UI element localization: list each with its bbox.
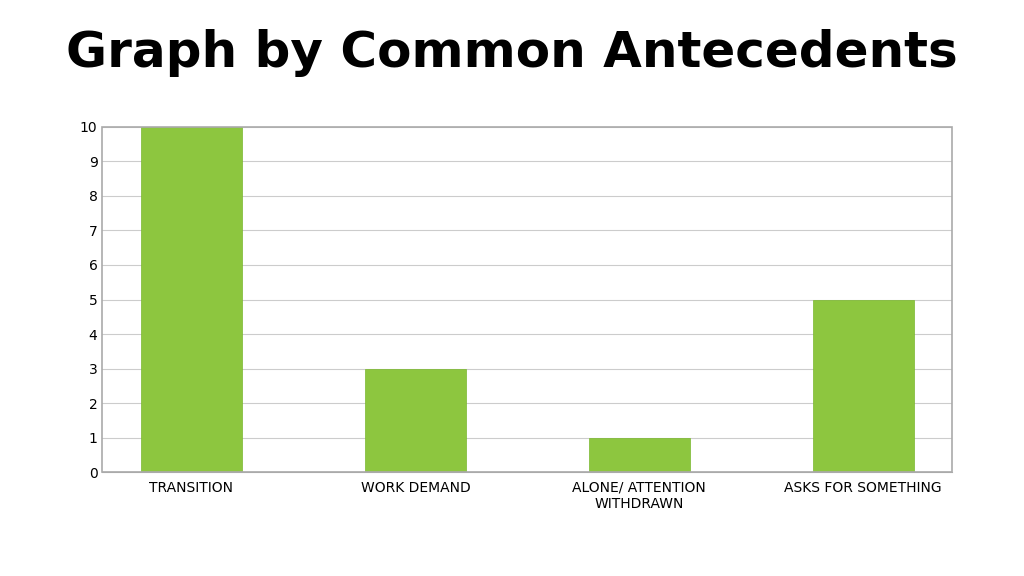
Bar [141,127,242,472]
Text: Graph by Common Antecedents: Graph by Common Antecedents [67,29,957,77]
Bar [589,438,690,472]
Bar [813,300,913,472]
Bar [365,369,466,472]
